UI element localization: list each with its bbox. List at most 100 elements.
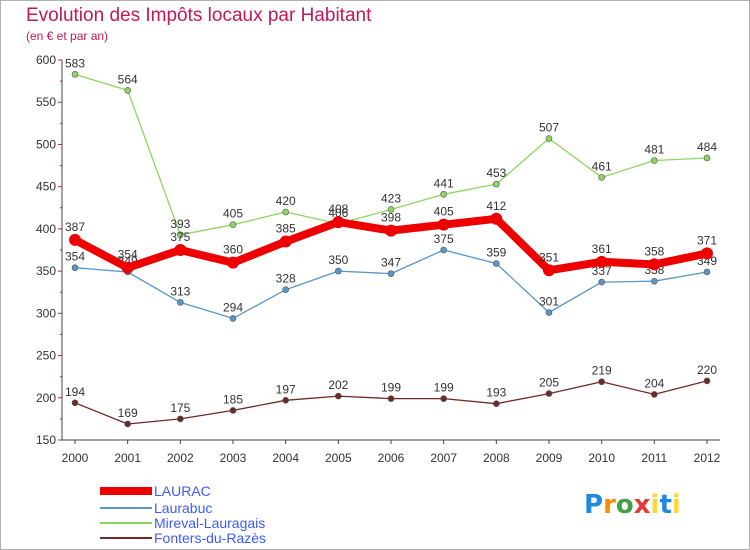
data-point-mireval-lauragais — [177, 231, 184, 239]
data-label-laurac: 351 — [539, 250, 559, 264]
data-label-fonters-du-raz-s: 219 — [592, 364, 612, 378]
data-label-fonters-du-raz-s: 199 — [434, 381, 454, 395]
data-label-fonters-du-raz-s: 194 — [65, 385, 85, 399]
data-point-fonters-du-raz-s — [177, 415, 184, 423]
x-tick-label-2001: 2001 — [114, 451, 141, 465]
data-label-fonters-du-raz-s: 199 — [381, 381, 401, 395]
data-point-mireval-lauragais — [229, 221, 237, 228]
data-point-mireval-lauragais — [493, 180, 500, 188]
x-tick-label-2012: 2012 — [694, 451, 721, 465]
data-label-laurac: 371 — [697, 233, 717, 247]
data-point-laurabuc — [71, 264, 79, 272]
data-label-laurac: 412 — [486, 199, 506, 213]
x-tick-label-2008: 2008 — [483, 451, 510, 465]
data-point-laurabuc — [493, 260, 500, 267]
data-label-laurabuc: 354 — [65, 250, 85, 264]
data-point-laurabuc — [177, 299, 184, 306]
data-point-fonters-du-raz-s — [124, 420, 131, 428]
data-point-fonters-du-raz-s — [282, 397, 289, 404]
x-tick-label-2009: 2009 — [536, 451, 563, 465]
data-label-mireval-lauragais: 405 — [223, 207, 243, 221]
legend-swatch-mireval — [100, 522, 152, 524]
data-point-fonters-du-raz-s — [703, 377, 711, 385]
data-point-fonters-du-raz-s — [440, 395, 447, 402]
data-label-mireval-lauragais: 420 — [276, 194, 296, 208]
data-point-laurabuc — [651, 277, 658, 285]
legend-swatch-fonters — [100, 537, 152, 539]
data-label-laurac: 387 — [65, 220, 85, 234]
data-point-laurabuc — [703, 268, 711, 276]
legend-label-fonters: Fonters-du-Razès — [154, 530, 267, 546]
data-point-laurac — [174, 244, 187, 256]
data-label-fonters-du-raz-s: 169 — [118, 406, 138, 420]
data-point-laurac — [385, 224, 397, 237]
legend-label-mireval: Mireval-Lauragais — [154, 515, 266, 531]
data-point-fonters-du-raz-s — [387, 395, 395, 402]
data-point-laurac — [279, 235, 292, 248]
data-label-laurabuc: 294 — [223, 300, 243, 314]
data-label-mireval-lauragais: 406 — [328, 206, 348, 220]
data-label-mireval-lauragais: 481 — [644, 142, 664, 156]
data-label-mireval-lauragais: 423 — [381, 191, 401, 205]
data-point-mireval-lauragais — [124, 87, 131, 94]
y-tick-label-400: 400 — [36, 222, 56, 236]
data-label-laurac: 375 — [170, 230, 190, 244]
data-point-fonters-du-raz-s — [71, 399, 79, 407]
legend-swatch-laurabuc — [100, 507, 152, 509]
y-tick-label-500: 500 — [36, 137, 56, 151]
y-tick-label-450: 450 — [36, 180, 56, 194]
data-point-fonters-du-raz-s — [598, 378, 605, 386]
data-label-mireval-lauragais: 393 — [170, 217, 190, 231]
data-label-laurac: 361 — [592, 242, 612, 256]
data-point-mireval-lauragais — [282, 208, 289, 216]
data-label-fonters-du-raz-s: 220 — [697, 363, 717, 377]
chart-title: Evolution des Impôts locaux par Habitant — [26, 5, 372, 26]
data-label-fonters-du-raz-s: 205 — [539, 376, 559, 390]
chart-subtitle: (en € et par an) — [26, 29, 109, 43]
data-point-laurabuc — [545, 309, 553, 316]
data-point-mireval-lauragais — [440, 190, 447, 198]
x-tick-label-2004: 2004 — [272, 451, 299, 465]
data-point-fonters-du-raz-s — [651, 391, 658, 398]
data-label-laurac: 385 — [276, 222, 296, 236]
data-label-laurabuc: 375 — [434, 232, 454, 246]
data-label-fonters-du-raz-s: 204 — [644, 376, 664, 390]
data-point-laurac — [701, 247, 713, 260]
data-point-laurac — [595, 255, 608, 268]
data-point-mireval-lauragais — [71, 71, 79, 78]
data-label-laurac: 408 — [328, 202, 348, 216]
legend-item-laurabuc: Laurabuc — [100, 500, 320, 516]
data-point-laurabuc — [229, 315, 237, 322]
data-label-mireval-lauragais: 484 — [697, 140, 717, 154]
data-point-laurabuc — [387, 270, 395, 277]
legend-label-laurac: LAURAC — [154, 483, 211, 499]
data-label-laurac: 360 — [223, 243, 243, 257]
x-tick-label-2003: 2003 — [220, 451, 247, 465]
data-label-mireval-lauragais: 441 — [434, 176, 454, 190]
data-point-laurac — [227, 256, 239, 269]
data-point-fonters-du-raz-s — [229, 407, 237, 414]
y-tick-label-150: 150 — [36, 433, 56, 447]
data-label-laurac: 358 — [644, 244, 664, 258]
data-point-laurac — [490, 212, 503, 225]
data-label-fonters-du-raz-s: 193 — [486, 386, 506, 400]
data-label-laurabuc: 347 — [381, 256, 401, 270]
data-label-laurabuc: 350 — [328, 253, 348, 267]
y-tick-label-200: 200 — [36, 391, 56, 405]
y-tick-label-600: 600 — [36, 53, 56, 67]
data-point-fonters-du-raz-s — [493, 400, 500, 407]
data-point-laurac — [543, 264, 555, 277]
data-point-laurabuc — [282, 286, 289, 293]
data-label-mireval-lauragais: 564 — [118, 72, 138, 86]
data-point-laurac — [121, 261, 134, 274]
y-tick-label-350: 350 — [36, 264, 56, 278]
data-label-laurabuc: 301 — [539, 294, 559, 308]
data-point-laurac — [437, 218, 450, 231]
data-point-laurabuc — [598, 278, 605, 286]
legend-swatch-laurac — [100, 487, 152, 495]
x-tick-label-2005: 2005 — [325, 451, 352, 465]
data-point-fonters-du-raz-s — [545, 390, 553, 397]
data-point-mireval-lauragais — [598, 174, 605, 181]
data-label-laurabuc: 328 — [276, 272, 296, 286]
data-label-laurac: 354 — [118, 248, 138, 262]
